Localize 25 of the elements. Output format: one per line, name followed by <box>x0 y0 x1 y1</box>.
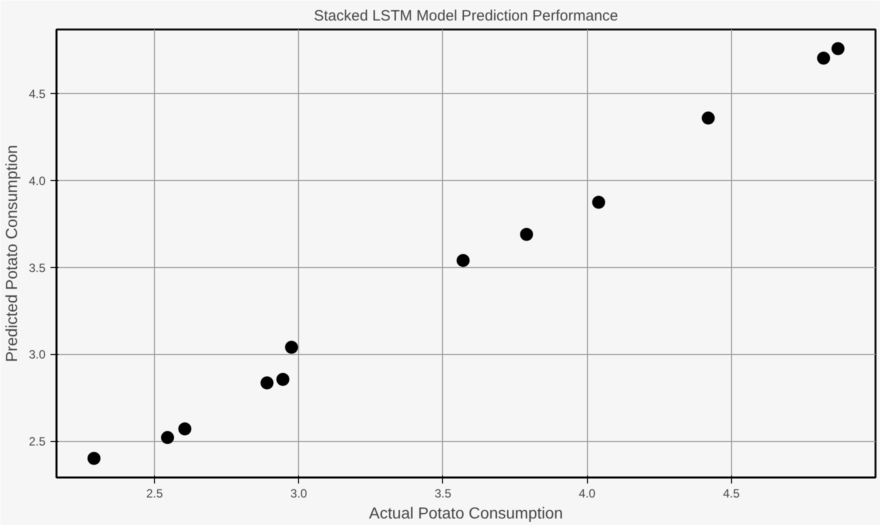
y-tick-label: 4.0 <box>28 174 46 188</box>
point <box>87 452 100 465</box>
point <box>456 254 470 267</box>
point <box>817 52 830 65</box>
y-axis-title: Predicted Potato Consumption <box>4 144 21 362</box>
x-axis-title: Actual Potato Consumption <box>369 506 563 522</box>
chart-title: Stacked LSTM Model Prediction Performance <box>314 8 618 24</box>
point <box>702 112 715 125</box>
y-tick-label: 3.5 <box>28 260 46 275</box>
point <box>178 422 192 436</box>
x-tick-label: 4.5 <box>722 486 740 500</box>
x-tick-label: 4.0 <box>578 486 596 500</box>
x-tick-label: 3.0 <box>290 486 308 500</box>
point <box>285 340 298 354</box>
point <box>520 228 534 241</box>
point <box>260 376 274 390</box>
x-tick-label: 2.5 <box>146 486 164 500</box>
y-tick-label: 3.0 <box>28 348 46 362</box>
point <box>592 196 606 209</box>
x-tick-label: 3.5 <box>434 486 452 500</box>
point <box>161 431 174 444</box>
y-tick-label: 2.5 <box>28 434 46 449</box>
point <box>276 372 290 386</box>
y-tick-label: 4.5 <box>28 87 46 102</box>
point <box>832 42 845 56</box>
